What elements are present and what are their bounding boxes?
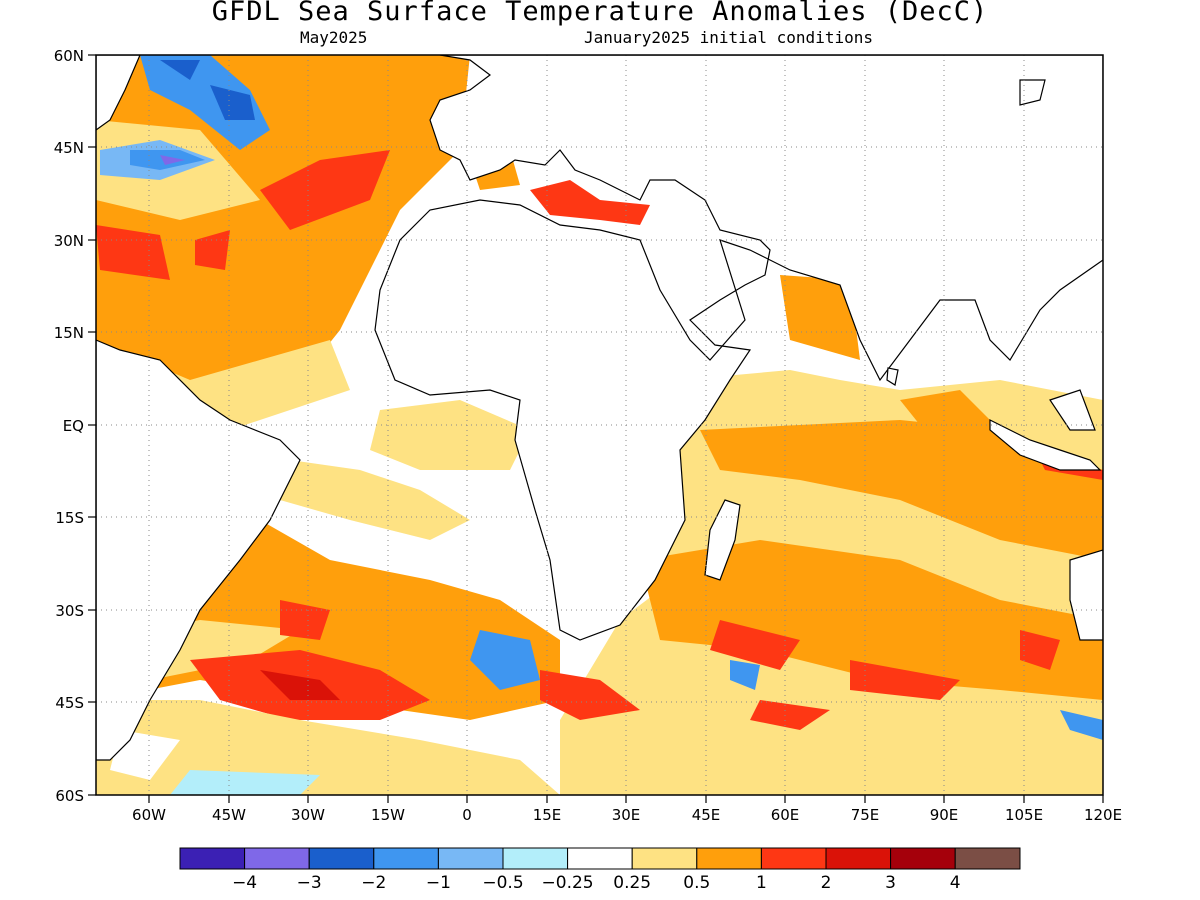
colorbar-swatch-10 xyxy=(760,847,827,870)
lat-label-60n: 60N xyxy=(54,47,84,65)
lat-label-15s: 15S xyxy=(55,509,84,527)
colorbar-label-7: 0.25 xyxy=(613,873,651,893)
lon-label-120e: 120E xyxy=(1084,806,1122,824)
lon-label-45w: 45W xyxy=(212,806,246,824)
map-title: GFDL Sea Surface Temperature Anomalies (… xyxy=(211,0,989,27)
lon-label-105e: 105E xyxy=(1005,806,1043,824)
colorbar-swatch-13 xyxy=(954,847,1021,870)
lat-label-30s: 30S xyxy=(55,602,84,620)
lat-label-60s: 60S xyxy=(55,787,84,805)
colorbar-label-3: −2 xyxy=(361,873,386,893)
colorbar-swatch-4 xyxy=(373,847,439,870)
lon-label-60w: 60W xyxy=(132,806,166,824)
lon-label-75e: 75E xyxy=(851,806,880,824)
colorbar-label-2: −3 xyxy=(297,873,322,893)
lat-label-45s: 45S xyxy=(55,694,84,712)
initial-conditions: January2025 initial conditions xyxy=(584,28,873,47)
lon-label-90e: 90E xyxy=(930,806,959,824)
lon-label-45e: 45E xyxy=(692,806,721,824)
colorbar-swatch-11 xyxy=(825,847,892,870)
colorbar-swatch-2 xyxy=(244,847,310,870)
longitude-labels: 60W 45W 30W 15W 0 15E 30E 45E 60E 75E 90… xyxy=(132,806,1122,824)
lon-label-0: 0 xyxy=(462,806,472,824)
colorbar-swatch-6 xyxy=(502,847,569,870)
lat-label-45n: 45N xyxy=(54,139,84,157)
continents xyxy=(96,55,1103,761)
colorbar-swatch-7 xyxy=(567,847,633,870)
colorbar-swatch-5 xyxy=(437,847,504,870)
colorbar-label-10: 2 xyxy=(821,873,832,893)
lon-label-30w: 30W xyxy=(291,806,325,824)
lat-label-15n: 15N xyxy=(54,324,84,342)
lon-label-15w: 15W xyxy=(371,806,405,824)
forecast-month: May2025 xyxy=(300,28,368,47)
colorbar-label-9: 1 xyxy=(756,873,767,893)
colorbar-label-1: −4 xyxy=(232,873,257,893)
lon-label-30e: 30E xyxy=(612,806,641,824)
colorbar: −4 −3 −2 −1 −0.5 −0.25 0.25 0.5 1 2 3 4 xyxy=(179,847,1021,893)
colorbar-swatch-8 xyxy=(631,847,698,870)
gridlines xyxy=(96,55,1103,795)
lon-label-60e: 60E xyxy=(771,806,800,824)
latitude-labels: 60N 45N 30N 15N EQ 15S 30S 45S 60S xyxy=(54,47,84,805)
colorbar-label-5: −0.5 xyxy=(482,873,523,893)
lon-label-15e: 15E xyxy=(533,806,562,824)
colorbar-label-6: −0.25 xyxy=(542,873,594,893)
lat-label-30n: 30N xyxy=(54,232,84,250)
colorbar-swatch-3 xyxy=(308,847,375,870)
colorbar-swatch-1 xyxy=(179,847,246,870)
colorbar-label-11: 3 xyxy=(885,873,896,893)
colorbar-swatch-9 xyxy=(696,847,762,870)
colorbar-label-12: 4 xyxy=(950,873,961,893)
colorbar-swatch-12 xyxy=(890,847,956,870)
colorbar-label-4: −1 xyxy=(426,873,451,893)
colorbar-label-8: 0.5 xyxy=(683,873,710,893)
axis-ticks xyxy=(88,54,1104,803)
lat-label-eq: EQ xyxy=(63,417,84,435)
